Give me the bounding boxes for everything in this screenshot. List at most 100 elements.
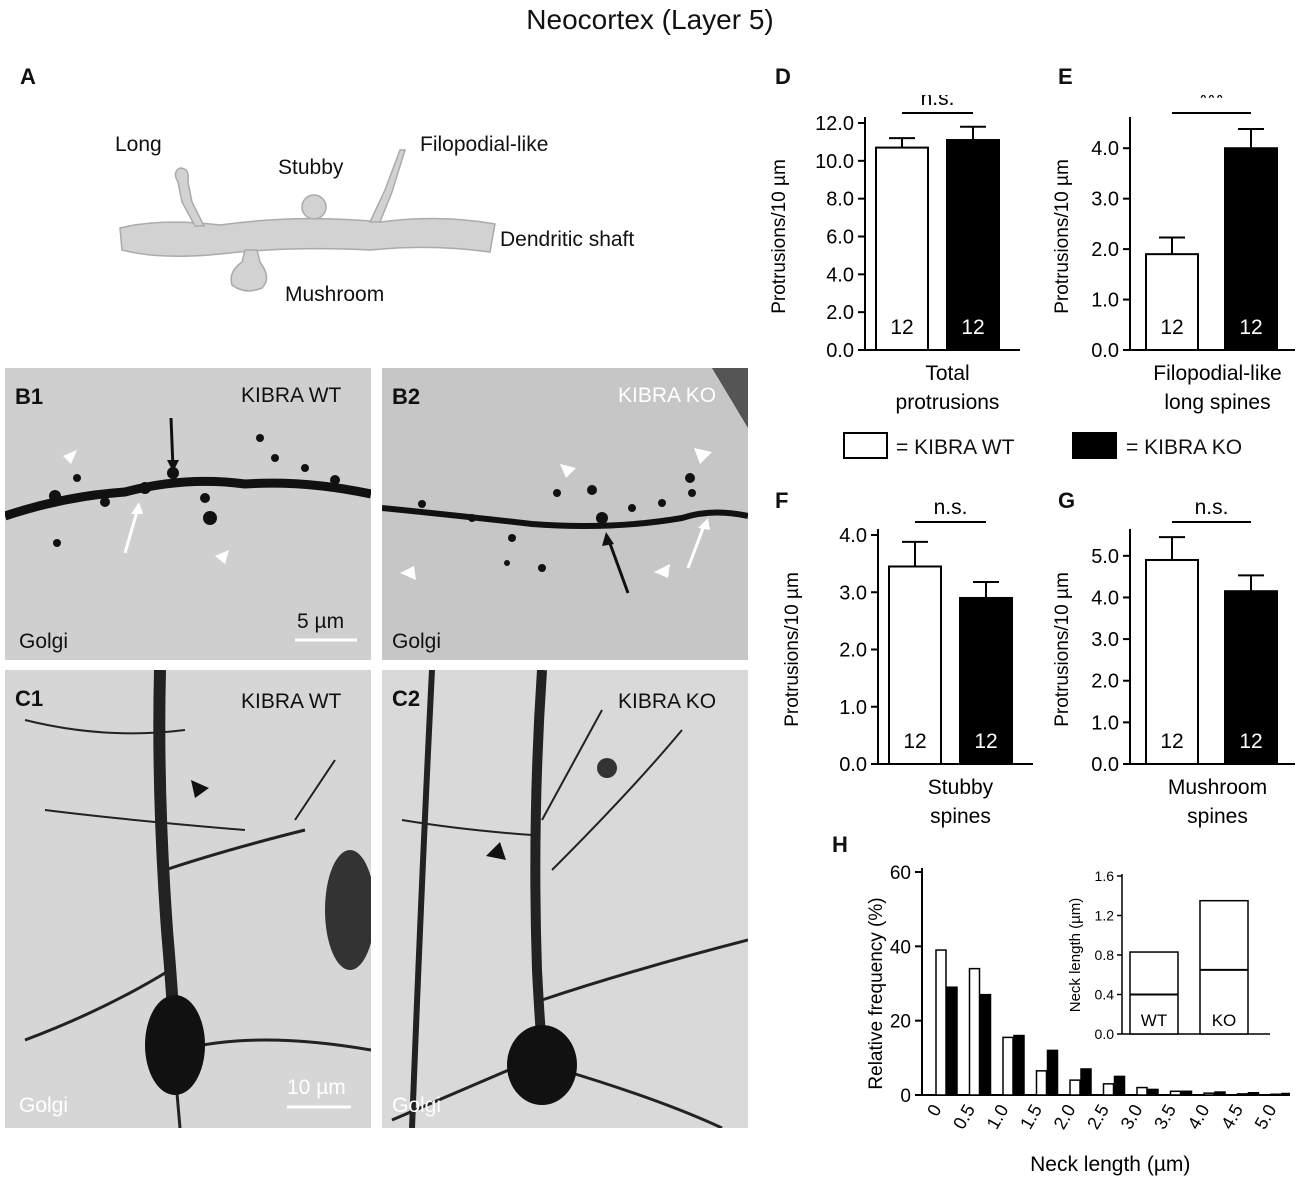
photo-c2: C2 KIBRA KO Golgi [382, 670, 748, 1128]
filopodial-spine [368, 149, 407, 223]
bar-wt [1236, 1093, 1249, 1096]
dendrite-image-b1 [5, 417, 371, 642]
bar-ko [1281, 1092, 1290, 1096]
label-mushroom: Mushroom [285, 283, 385, 306]
inset-bar [1129, 951, 1179, 1035]
y-tick-label: 3.0 [1091, 189, 1119, 211]
y-tick-label: 2.0 [1091, 671, 1119, 693]
y-tick-label: 8.0 [826, 189, 854, 211]
y-tick-label: 60 [890, 863, 911, 884]
bar-n-label: 12 [1239, 730, 1262, 753]
bar-wt [1145, 253, 1199, 351]
bar-ko [1224, 147, 1278, 351]
bar-n-label: 12 [903, 730, 926, 753]
y-tick-label: 0.0 [1091, 340, 1119, 362]
bar-n-label: 12 [974, 730, 997, 753]
x-tick-label: 4.5 [1217, 1101, 1247, 1133]
bar-ko [1147, 1088, 1159, 1096]
dendritic-shaft [119, 217, 496, 257]
panel-label-f: F [775, 488, 789, 513]
bar-ko [1080, 1068, 1092, 1096]
y-axis-label: Protrusions/10 µm [769, 159, 790, 314]
neuron-image-c2 [391, 670, 748, 1128]
bar-n-label: 12 [890, 316, 913, 339]
panel-label-a: A [20, 64, 36, 89]
y-axis-label: Relative frequency (%) [866, 897, 887, 1089]
inset-y-tick-label: 0.8 [1095, 947, 1115, 963]
y-tick-label: 0 [900, 1086, 911, 1107]
bar-n-label: 12 [961, 316, 984, 339]
inset-y-axis-label: Neck length (µm) [1067, 898, 1084, 1013]
y-tick-label: 2.0 [839, 640, 867, 662]
x-tick-label: 2.5 [1083, 1101, 1113, 1133]
x-tick-label: 0 [923, 1101, 945, 1120]
y-tick-label: 2.0 [1091, 239, 1119, 261]
inset-category-label: WT [1141, 1011, 1167, 1030]
bar-ko [959, 596, 1013, 765]
x-tick-label: 3.0 [1117, 1101, 1147, 1133]
x-axis-label: spines [1187, 805, 1248, 828]
panel-label-h: H [832, 832, 848, 857]
panel-label-g: G [1058, 488, 1076, 513]
bar-wt [1136, 1086, 1148, 1096]
y-tick-label: 6.0 [826, 227, 854, 249]
inset-y-tick-label: 1.2 [1095, 908, 1115, 924]
y-tick-label: 3.0 [839, 582, 867, 604]
x-axis-label: Filopodial-like [1153, 362, 1281, 385]
figure-title: Neocortex (Layer 5) [526, 4, 774, 35]
bar-wt [1102, 1083, 1115, 1096]
y-tick-label: 1.0 [1091, 290, 1119, 312]
bar-n-label: 12 [1160, 730, 1183, 753]
y-tick-label: 0.0 [826, 340, 854, 362]
y-tick-label: 3.0 [1091, 629, 1119, 651]
bar-wt [1145, 558, 1199, 766]
bar-ko [1113, 1075, 1126, 1096]
c2-title: KIBRA KO [618, 690, 717, 713]
x-axis-label: spines [930, 805, 991, 828]
bar-wt [1270, 1093, 1282, 1096]
y-tick-label: 20 [890, 1012, 911, 1033]
photo-b2: B2 KIBRA KO Golgi [382, 368, 748, 660]
spine-schematic [119, 149, 496, 292]
bar-wt [935, 949, 947, 1096]
y-axis-label: Protrusions/10 µm [1052, 159, 1073, 314]
inset-category-label: KO [1212, 1011, 1237, 1030]
bar-wt [1035, 1070, 1048, 1096]
legend-ko-label: = KIBRA KO [1126, 436, 1243, 459]
chart-filopodial-spines: 0.0 1.0 2.0 3.0 4.0 Protrusions/10 µm 12 12 *** F… [1052, 95, 1295, 414]
golgi-c1: Golgi [19, 1094, 69, 1117]
bar-n-label: 12 [1239, 316, 1262, 339]
stubby-spine [301, 194, 327, 220]
bar-wt [1069, 1079, 1081, 1096]
bar-ko [946, 986, 958, 1096]
bar-wt [1169, 1090, 1182, 1096]
significance-label: *** [1199, 95, 1224, 110]
b2-title: KIBRA KO [618, 384, 717, 407]
inset-y-tick-label: 0.0 [1095, 1026, 1115, 1042]
legend-ko-swatch [1072, 432, 1117, 459]
inset-y-tick-label: 0.4 [1095, 987, 1115, 1003]
x-axis-label: Stubby [928, 776, 994, 799]
x-tick-label: 0.5 [949, 1101, 979, 1133]
bar-n-label: 12 [1160, 316, 1183, 339]
neuron-image-c1 [24, 670, 371, 1128]
x-tick-label: 5.0 [1251, 1101, 1281, 1133]
chart-stubby-spines: 0.0 1.0 2.0 3.0 4.0 Protrusions/10 µm 12 12 n.s.… [782, 496, 1033, 828]
x-axis-label: Neck length (µm) [1030, 1153, 1190, 1176]
x-axis-label: Total [925, 362, 969, 385]
panel-label-c2: C2 [392, 686, 421, 711]
chart-total-protrusions: 0.0 2.0 4.0 6.0 8.0 10.0 12.0 Protrusions/10 µm… [769, 95, 1020, 414]
inset-y-tick-label: 1.6 [1095, 868, 1115, 884]
y-tick-label: 1.0 [839, 697, 867, 719]
y-tick-label: 10.0 [815, 151, 854, 173]
significance-label: n.s. [921, 95, 955, 110]
y-tick-label: 4.0 [1091, 138, 1119, 160]
bar-ko [1224, 590, 1278, 765]
bar-ko [1046, 1049, 1059, 1096]
long-spine [174, 167, 206, 227]
panel-label-b2: B2 [392, 384, 421, 409]
x-tick-label: 2.0 [1050, 1101, 1080, 1133]
bar-ko [1180, 1090, 1193, 1096]
photo-b1: B1 KIBRA WT 5 µm Golgi [5, 368, 371, 660]
